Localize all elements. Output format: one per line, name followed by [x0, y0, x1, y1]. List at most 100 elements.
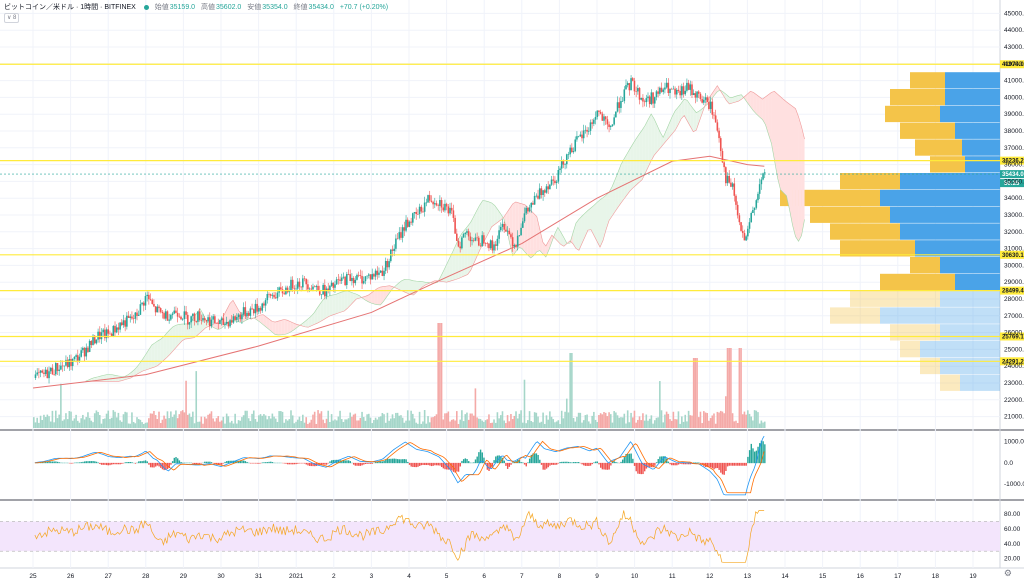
candle-body [379, 270, 382, 273]
volume-bar [215, 418, 218, 428]
macd-histogram-bar [193, 462, 196, 465]
candle-body [403, 227, 406, 231]
macd-histogram-bar [124, 462, 126, 464]
candle-body [71, 358, 74, 367]
cloud-segment [512, 202, 516, 256]
macd-histogram-bar [605, 462, 607, 470]
macd-histogram-bar [508, 462, 511, 467]
candle-body [261, 303, 264, 311]
volume-bar [525, 423, 527, 428]
candle-body [159, 308, 162, 312]
macd-histogram-bar [564, 461, 566, 464]
macd-histogram-bar [662, 456, 665, 464]
candle-body [728, 175, 731, 183]
volume-profile-sell-bar [910, 257, 940, 274]
candle-body [234, 316, 236, 320]
macd-histogram-bar [352, 462, 355, 465]
macd-histogram-bar [290, 462, 292, 465]
cloud-segment [618, 164, 622, 208]
time-tick-label: 11 [669, 573, 676, 580]
macd-histogram-bar [556, 462, 558, 465]
macd-histogram-bar [571, 462, 573, 464]
cloud-segment [341, 291, 345, 313]
candle-body [239, 314, 242, 320]
candle-body [120, 322, 123, 326]
macd-histogram-bar [380, 461, 382, 464]
candle-body [560, 160, 563, 169]
candle-body [254, 303, 257, 314]
volume-bar [577, 412, 580, 428]
candle-body [198, 311, 201, 321]
macd-histogram-bar [70, 462, 72, 464]
candle-body [70, 359, 72, 367]
macd-histogram-bar [56, 461, 59, 464]
macd-histogram-bar [217, 462, 220, 465]
candle-body [498, 230, 500, 239]
candle-body [105, 329, 108, 339]
macd-histogram-bar [718, 462, 720, 470]
candle-body [472, 240, 475, 241]
volume-bar [278, 411, 280, 428]
candle-body [386, 261, 389, 268]
volume-bar [662, 422, 665, 428]
macd-histogram-bar [374, 462, 377, 464]
candle-body [164, 311, 167, 319]
candle-body [393, 248, 395, 251]
cloud-segment [374, 288, 378, 305]
symbol-title[interactable]: ビットコイン／米ドル · 1時間 · BITFINEX [4, 4, 136, 11]
volume-bar [752, 420, 754, 428]
macd-histogram-bar [334, 459, 336, 464]
candle-body [258, 307, 260, 312]
macd-histogram-bar [731, 462, 734, 466]
volume-bar [352, 414, 355, 428]
candle-body [359, 275, 362, 276]
candle-body [134, 312, 137, 319]
volume-bar [180, 411, 182, 428]
candle-body [648, 96, 651, 105]
macd-histogram-bar [440, 462, 443, 467]
indicator-collapse-button[interactable]: ∨ 8 [4, 13, 20, 23]
price-tick-label: 44000.0 [1004, 27, 1024, 34]
volume-profile-buy-bar [880, 189, 1000, 207]
volume-bar [670, 420, 673, 428]
candle-body [82, 347, 84, 351]
candle-body [58, 369, 60, 371]
cloud-segment [735, 95, 739, 103]
macd-histogram-bar [119, 462, 121, 465]
macd-histogram-bar [141, 461, 143, 464]
candle-body [252, 309, 255, 314]
volume-bar [75, 414, 77, 428]
cloud-segment [765, 94, 769, 135]
cloud-segment [368, 292, 372, 304]
macd-histogram-bar [737, 462, 739, 466]
volume-profile-buy-bar [945, 72, 1000, 89]
cloud-segment [416, 281, 420, 293]
volume-bar [308, 422, 311, 428]
candle-body [291, 279, 294, 289]
macd-histogram-bar [295, 462, 297, 465]
volume-bar [594, 419, 597, 428]
cloud-segment [272, 321, 276, 335]
candle-body [408, 221, 411, 227]
gear-icon[interactable]: ⚙ [1003, 568, 1012, 578]
volume-bar [361, 411, 363, 428]
candle-body [730, 182, 732, 187]
moving-average-line [32, 155, 765, 389]
cloud-segment [699, 108, 703, 122]
macd-histogram-bar [708, 462, 710, 468]
candle-body [550, 179, 553, 185]
candle-body [753, 207, 756, 210]
time-tick-label: 8 [558, 573, 562, 580]
candle-body [672, 88, 675, 90]
volume-bar [418, 411, 421, 428]
macd-histogram-bar [239, 460, 242, 464]
volume-bar [368, 413, 370, 428]
macd-histogram-bar [488, 462, 490, 471]
volume-bar [422, 421, 424, 428]
volume-bar [474, 388, 477, 428]
cloud-segment [230, 300, 234, 321]
macd-histogram-bar [168, 462, 170, 469]
macd-histogram-bar [320, 462, 323, 465]
cloud-segment [287, 320, 291, 334]
